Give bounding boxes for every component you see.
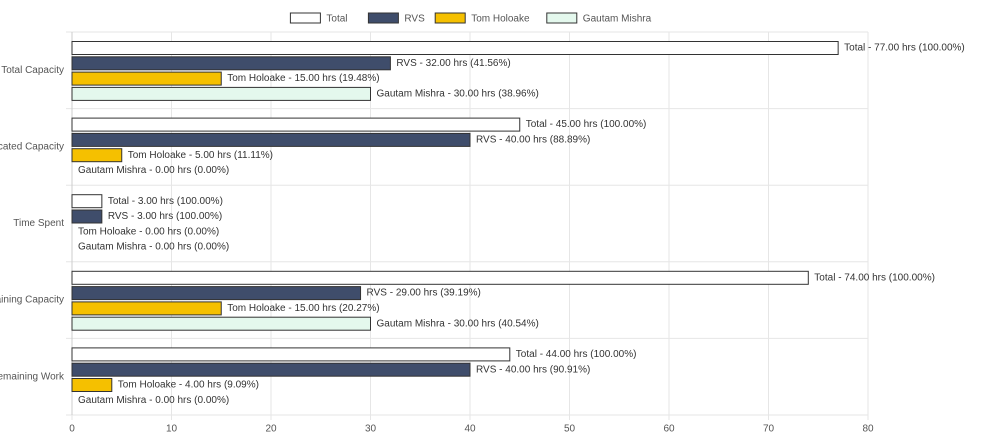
bar — [71, 362, 471, 377]
bar — [71, 378, 113, 392]
bar — [71, 148, 123, 163]
bar — [71, 56, 391, 71]
y-tick-label: ocated Capacity — [0, 142, 64, 153]
x-tick-label: 0 — [69, 424, 75, 435]
bar — [71, 41, 839, 55]
bar — [71, 270, 809, 285]
data-label: Tom Holoake - 4.00 hrs (9.09%) — [118, 380, 259, 391]
y-tick-label: Total Capacity — [1, 65, 64, 76]
data-label: Total - 74.00 hrs (100.00%) — [814, 272, 935, 283]
data-label: Tom Holoake - 5.00 hrs (11.11%) — [128, 150, 273, 161]
legend-label: Total — [326, 14, 347, 25]
y-tick-label: emaining Work — [0, 371, 65, 382]
data-label: Gautam Mishra - 0.00 hrs (0.00%) — [78, 395, 229, 406]
data-label: RVS - 32.00 hrs (41.56%) — [396, 58, 510, 69]
x-tick-label: 10 — [166, 424, 178, 435]
legend-label: RVS — [404, 14, 425, 25]
data-label: RVS - 3.00 hrs (100.00%) — [108, 211, 222, 222]
bar — [71, 71, 222, 86]
x-tick-label: 20 — [265, 424, 277, 435]
bar — [71, 347, 511, 362]
data-label: Gautam Mishra - 30.00 hrs (38.96%) — [377, 89, 539, 100]
data-label: Gautam Mishra - 30.00 hrs (40.54%) — [377, 318, 539, 329]
bar — [71, 117, 521, 132]
legend-swatch — [434, 12, 466, 24]
data-label: Gautam Mishra - 0.00 hrs (0.00%) — [78, 165, 229, 176]
data-label: Tom Holoake - 15.00 hrs (19.48%) — [227, 73, 379, 84]
legend-swatch — [367, 12, 399, 24]
data-label: Gautam Mishra - 0.00 hrs (0.00%) — [78, 242, 229, 253]
bar — [71, 301, 222, 316]
x-tick-label: 50 — [564, 424, 576, 435]
data-label: Tom Holoake - 0.00 hrs (0.00%) — [78, 226, 219, 237]
data-label: RVS - 40.00 hrs (88.89%) — [476, 135, 590, 146]
y-tick-label: aining Capacity — [0, 295, 64, 306]
x-tick-label: 30 — [365, 424, 377, 435]
bar — [71, 286, 362, 301]
bar — [71, 86, 371, 101]
bar — [71, 132, 471, 147]
legend-label: Gautam Mishra — [583, 14, 652, 25]
data-label: Total - 3.00 hrs (100.00%) — [108, 196, 223, 207]
data-label: RVS - 29.00 hrs (39.19%) — [367, 288, 481, 299]
y-tick-label: Time Spent — [13, 218, 64, 229]
data-label: Total - 77.00 hrs (100.00%) — [844, 43, 965, 54]
x-tick-label: 80 — [862, 424, 874, 435]
x-tick-label: 60 — [663, 424, 675, 435]
legend-swatch — [289, 12, 321, 24]
data-label: RVS - 40.00 hrs (90.91%) — [476, 364, 590, 375]
x-tick-label: 70 — [763, 424, 775, 435]
bar — [71, 194, 103, 209]
legend-swatch — [546, 12, 578, 24]
bar — [71, 316, 371, 331]
legend-label: Tom Holoake — [471, 14, 530, 25]
x-tick-label: 40 — [464, 424, 476, 435]
bar — [71, 209, 103, 224]
data-label: Total - 45.00 hrs (100.00%) — [526, 119, 647, 130]
data-label: Tom Holoake - 15.00 hrs (20.27%) — [227, 303, 379, 314]
data-label: Total - 44.00 hrs (100.00%) — [516, 349, 637, 360]
